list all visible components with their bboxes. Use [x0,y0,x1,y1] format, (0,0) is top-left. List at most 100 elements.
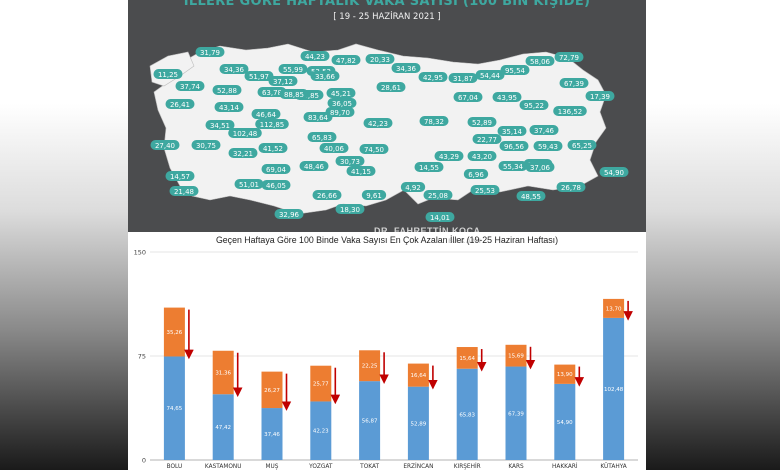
map-label: 18,30 [335,204,365,214]
map-label-pill [251,109,281,119]
bar-decrease [407,363,429,387]
map-label: 95,22 [519,100,549,110]
map-label-text: 33,66 [315,73,336,81]
map-label-pill [326,88,356,98]
y-tick-label: 150 [134,249,146,257]
map-label: 44,23 [300,51,330,61]
map-label-text: 74,50 [364,146,384,154]
map-label-pill [261,164,291,174]
map-label: 42,95 [418,72,448,82]
map-label-pill [255,119,289,129]
map-label: 52,88 [212,85,242,95]
map-label-pill [175,81,205,91]
y-tick-label: 75 [138,353,146,361]
map-label-text: 54,90 [604,169,624,177]
map-label-text: 58,06 [530,58,551,66]
map-label-pill [279,89,309,99]
bar-base-label: 56,87 [362,419,378,425]
map-label: 33,66 [310,71,340,81]
map-label: 14,55 [414,162,444,172]
map-label-text: 26,78 [561,184,581,192]
map-label-pill [585,91,615,101]
map-value-labels: 31,79 44,23 47,82 20,33 58,06 72,79 11,25 34,36… [150,47,629,222]
map-label: 96,56 [499,141,529,151]
map-label-pill [423,190,453,200]
map-label-pill [219,64,249,74]
map-label-pill [567,140,597,150]
map-label: 59,43 [533,141,563,151]
bar-decrease [456,347,478,369]
map-label: 112,85 [255,119,289,129]
map-label-text: 37,74 [180,83,201,91]
map-label-pill [327,98,357,108]
map-label-pill [553,106,587,116]
bar-decrease [212,350,234,395]
map-label-pill [453,92,483,102]
map-label-text: 51,97 [249,73,269,81]
map-label-pill [467,151,497,161]
map-label-text: 96,56 [504,143,525,151]
map-label-pill [361,190,387,200]
map-label-pill [165,171,195,181]
map-label: 51,97 [244,71,274,81]
bar-base-label: 42,23 [313,429,329,435]
map-label-pill [234,179,264,189]
map-label-text: 44,23 [305,53,325,61]
map-label-text: 41,15 [351,168,371,176]
bar-base [456,368,478,460]
map-label-pill [376,82,406,92]
map-label-text: 102,48 [233,130,258,138]
map-label-pill [312,190,342,200]
map-label-text: 67,39 [564,80,584,88]
map-label: 26,66 [312,190,342,200]
map-label: 89,70 [325,107,355,117]
map-label-pill [212,85,242,95]
bar-base-label: 54,90 [557,420,573,426]
map-label: 58,06 [525,56,555,66]
map-label-text: 32,21 [233,150,253,158]
map-label-pill [258,143,288,153]
map-label: 136,52 [553,106,587,116]
bar-base-label: 102,48 [604,387,624,393]
map-label: 6,96 [463,169,489,179]
map-label-text: 25,53 [475,187,495,195]
map-label-text: 14,57 [170,173,190,181]
map-label: 34,51 [205,120,235,130]
map-label: 14,57 [165,171,195,181]
map-label-pill [599,167,629,177]
map-label-text: 30,73 [340,158,360,166]
turkey-map: 31,79 44,23 47,82 20,33 58,06 72,79 11,25 34,36… [149,43,629,222]
bar-base-label: 37,46 [264,432,280,438]
map-label: 69,04 [261,164,291,174]
map-label: 37,06 [525,162,555,172]
x-category-label: YOZGAT [308,464,333,470]
map-label-text: 26,66 [317,192,338,200]
map-label-pill [244,71,274,81]
map-label-text: 55,99 [283,66,303,74]
bar-base-label: 74,65 [167,406,183,412]
map-label: 28,61 [376,82,406,92]
map-label: 42,23 [363,118,393,128]
map-label: 36,05 [327,98,357,108]
map-label-text: 11,25 [158,71,178,79]
map-label-text: 112,85 [260,121,285,129]
map-label-text: 34,51 [210,122,230,130]
map-label-pill [559,78,589,88]
map-label-pill [274,209,304,219]
map-label-text: 31,87 [453,75,473,83]
map-label-pill [257,87,287,97]
map-label-text: 21,48 [174,188,194,196]
map-label: 43,14 [214,102,244,112]
chart-panel: Geçen Haftaya Göre 100 Binde Vaka Sayısı… [128,232,646,470]
map-label-text: 52,88 [217,87,237,95]
map-label: 67,39 [559,78,589,88]
map-label-text: 4,92 [405,184,421,192]
map-label: 35,14 [497,126,527,136]
map-label-pill [472,134,502,144]
x-category-label: ERZİNCAN [403,463,433,470]
map-label: 21,48 [169,186,199,196]
map-label-text: 20,33 [370,56,390,64]
map-label-text: 32,96 [279,211,300,219]
map-label-pill [492,92,522,102]
map-label-text: 59,43 [538,143,558,151]
